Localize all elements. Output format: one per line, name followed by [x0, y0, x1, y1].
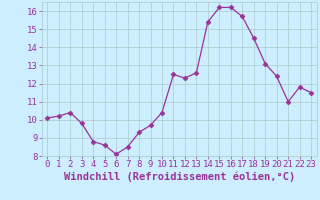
- X-axis label: Windchill (Refroidissement éolien,°C): Windchill (Refroidissement éolien,°C): [64, 172, 295, 182]
